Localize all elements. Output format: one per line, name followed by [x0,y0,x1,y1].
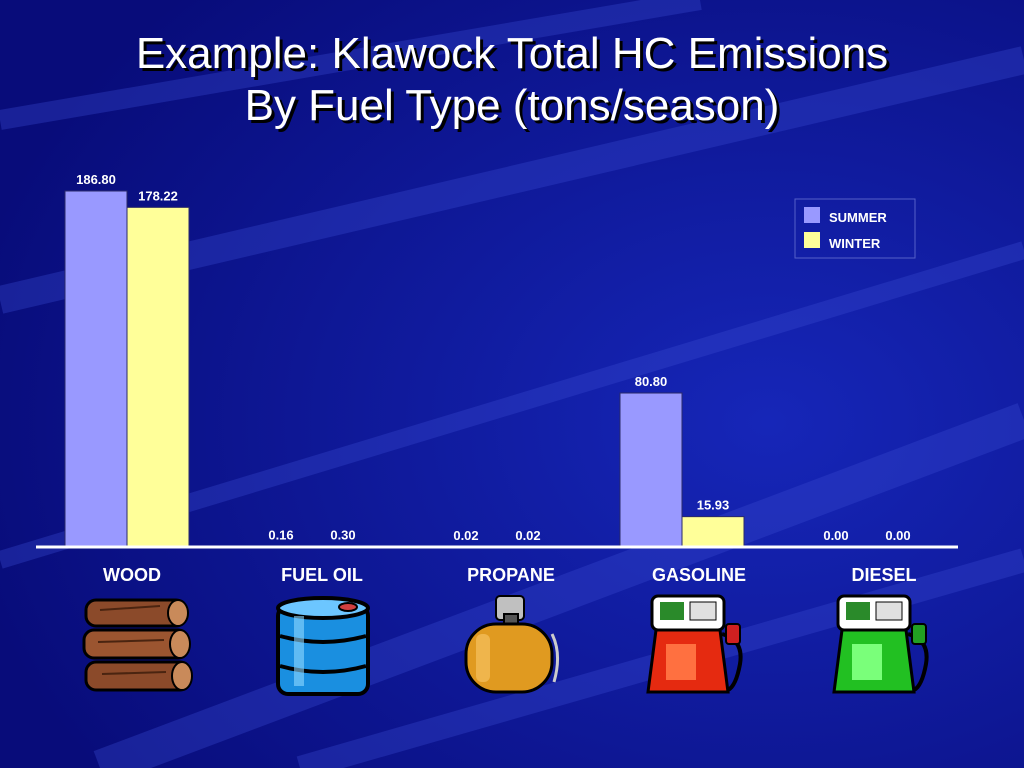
oil-barrel-icon [276,596,370,696]
category-label-diesel: DIESEL [851,565,916,585]
title-line-2: By Fuel Type (tons/season) [244,81,780,130]
data-label-summer-gasoline: 80.80 [635,374,668,389]
legend: SUMMER WINTER [794,198,916,259]
propane-tank-icon [464,595,559,694]
legend-label-summer: SUMMER [829,210,887,225]
legend-swatch-summer [804,207,820,223]
gasoline-pump-icon [646,594,743,694]
title-line-1: Example: Klawock Total HC Emissions [135,29,889,78]
slide-title: Example: Klawock Total HC Emissions By F… [0,28,1024,132]
data-label-summer-wood: 186.80 [76,172,116,187]
category-label-propane: PROPANE [467,565,555,585]
category-label-wood: WOOD [103,565,161,585]
legend-swatch-winter [804,232,820,248]
data-label-summer-diesel: 0.00 [823,528,848,543]
category-label-gasoline: GASOLINE [652,565,746,585]
bar-summer-gasoline [619,392,683,548]
firewood-logs-icon [82,598,193,692]
diesel-pump-icon [832,594,929,694]
data-label-winter-fuel-oil: 0.30 [330,527,355,542]
data-label-winter-diesel: 0.00 [885,528,910,543]
data-label-summer-propane: 0.02 [453,528,478,543]
bar-winter-gasoline [681,516,745,548]
legend-label-winter: WINTER [829,236,881,251]
bar-winter-wood [126,206,190,548]
legend-box [794,198,916,259]
labels-layer: 186.80 178.22 WOOD 0.16 0.30 FUEL OIL 0.02 0.02… [76,172,916,585]
data-label-winter-propane: 0.02 [515,528,540,543]
category-label-fuel-oil: FUEL OIL [281,565,363,585]
bars-layer [64,190,745,548]
data-label-winter-gasoline: 15.93 [697,498,730,513]
bar-summer-wood [64,190,128,548]
data-label-summer-fuel-oil: 0.16 [268,528,293,543]
data-label-winter-wood: 178.22 [138,188,178,203]
